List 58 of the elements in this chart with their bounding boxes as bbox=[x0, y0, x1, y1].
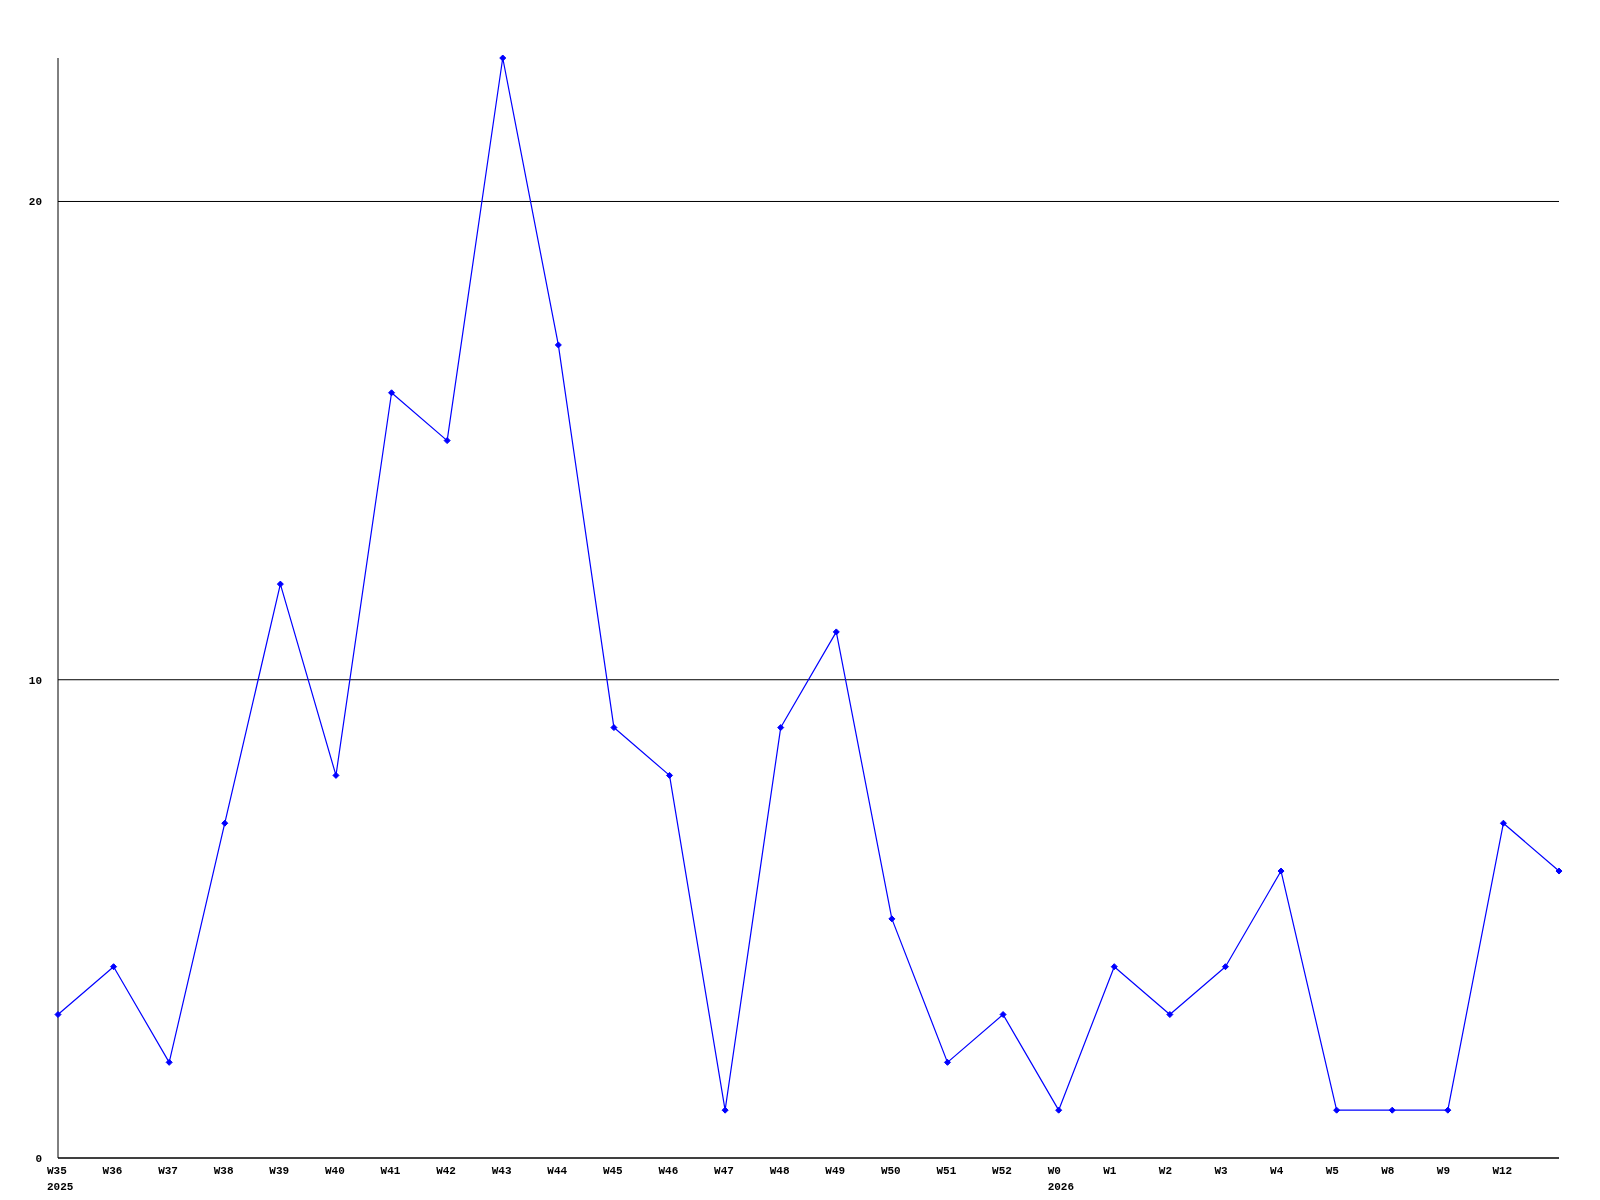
x-tick-label: W50 bbox=[880, 1165, 901, 1177]
point bbox=[721, 1106, 729, 1114]
y-tick-label: 10 bbox=[28, 674, 42, 687]
x-tick-label: W44 bbox=[547, 1165, 568, 1177]
x-tick-label: W48 bbox=[769, 1165, 790, 1177]
x-tick-label: W0 2026 bbox=[1047, 1165, 1075, 1193]
point bbox=[888, 915, 896, 923]
x-tick-label: W49 bbox=[825, 1165, 846, 1177]
x-tick-label: W35 2025 bbox=[47, 1165, 74, 1193]
x-tick-label: W45 bbox=[602, 1165, 624, 1177]
point bbox=[332, 771, 340, 779]
point bbox=[221, 819, 229, 827]
x-tick-label: W5 bbox=[1325, 1165, 1340, 1177]
point bbox=[999, 1011, 1007, 1019]
point bbox=[1166, 1011, 1174, 1019]
point bbox=[943, 1058, 951, 1066]
x-tick-label: W40 bbox=[324, 1165, 345, 1177]
point bbox=[388, 389, 396, 397]
point bbox=[1499, 819, 1507, 827]
x-tick-label: W41 bbox=[380, 1165, 401, 1177]
x-tick-label: W8 bbox=[1381, 1165, 1395, 1177]
point bbox=[443, 437, 451, 445]
x-tick-label: W39 bbox=[269, 1165, 290, 1177]
y-tick-label: 0 bbox=[35, 1152, 42, 1165]
x-tick-label: W12 bbox=[1492, 1165, 1513, 1177]
point bbox=[554, 341, 562, 349]
point bbox=[276, 580, 284, 588]
point bbox=[110, 963, 118, 971]
x-tick-label: W42 bbox=[436, 1165, 456, 1177]
x-tick-label: W37 bbox=[158, 1165, 178, 1177]
point bbox=[666, 771, 674, 779]
point bbox=[1110, 963, 1118, 971]
point bbox=[1444, 1106, 1452, 1114]
point bbox=[1388, 1106, 1396, 1114]
x-tick-label: W43 bbox=[491, 1165, 512, 1177]
point bbox=[1221, 963, 1229, 971]
point bbox=[1333, 1106, 1341, 1114]
x-tick-label: W9 bbox=[1436, 1165, 1451, 1177]
x-tick-label: W52 bbox=[992, 1165, 1012, 1177]
point bbox=[499, 54, 507, 62]
point bbox=[610, 724, 618, 732]
x-tick-label: W2 bbox=[1158, 1165, 1173, 1177]
point bbox=[1277, 867, 1285, 875]
x-tick-label: W38 bbox=[213, 1165, 234, 1177]
point bbox=[777, 724, 785, 732]
x-tick-label: W3 bbox=[1214, 1165, 1229, 1177]
point bbox=[1555, 867, 1563, 875]
point bbox=[165, 1058, 173, 1066]
x-tick-label: W36 bbox=[102, 1165, 123, 1177]
x-tick-label: W1 bbox=[1103, 1165, 1117, 1177]
point bbox=[832, 628, 840, 636]
x-tick-label: W51 bbox=[936, 1165, 957, 1177]
x-tick-label: W47 bbox=[714, 1165, 734, 1177]
x-tick-label: W46 bbox=[658, 1165, 679, 1177]
x-tick-label: W4 bbox=[1270, 1165, 1284, 1177]
point bbox=[1055, 1106, 1063, 1114]
point bbox=[54, 1011, 62, 1019]
y-tick-label: 20 bbox=[28, 196, 42, 209]
